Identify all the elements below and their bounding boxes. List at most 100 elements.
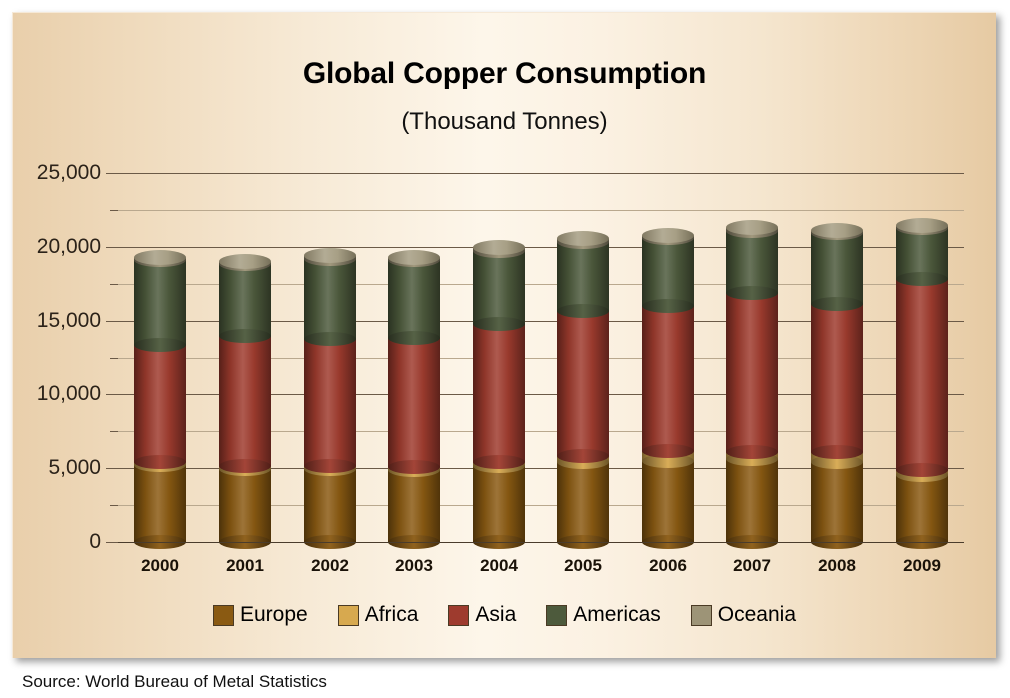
y-axis-label: 15,000 xyxy=(36,308,101,332)
bar-segment-europe[interactable] xyxy=(134,465,186,549)
bar-segment-asia[interactable] xyxy=(219,336,271,473)
legend-item-oceania[interactable]: Oceania xyxy=(690,603,796,627)
x-axis-label: 2000 xyxy=(141,556,179,575)
bar-segment-europe[interactable] xyxy=(642,460,694,549)
y-axis-tick xyxy=(106,173,118,174)
bar-group: 2000 2001 2002 2003 2004 2005 2006 2007 2008 2009 xyxy=(13,13,996,658)
bar-segment-americas[interactable] xyxy=(726,230,778,301)
gridline-minor xyxy=(118,209,964,211)
bar-segment-europe[interactable] xyxy=(896,474,948,549)
bar-segment-joint xyxy=(557,448,609,463)
y-axis-label: 20,000 xyxy=(36,234,101,258)
bar-segment-asia[interactable] xyxy=(896,278,948,477)
bar-segment-europe[interactable] xyxy=(473,466,525,549)
gridline-major xyxy=(118,173,964,174)
bar-segment-joint xyxy=(642,453,694,468)
bar-segment-joint xyxy=(134,454,186,469)
bar-top-cap xyxy=(304,248,356,264)
bar-segment-americas[interactable] xyxy=(557,241,609,319)
bar-column[interactable] xyxy=(388,249,440,549)
y-axis-label: 25,000 xyxy=(36,161,101,184)
gridline-minor xyxy=(118,283,964,285)
bar-segment-joint xyxy=(642,298,694,313)
bar-segment-americas[interactable] xyxy=(134,260,186,352)
chart-card: Global Copper Consumption (Thousand Tonn… xyxy=(12,12,996,658)
bar-column[interactable] xyxy=(896,218,948,549)
x-axis-line xyxy=(118,542,964,543)
bar-segment-americas[interactable] xyxy=(642,237,694,313)
x-axis-label: 2001 xyxy=(226,556,264,575)
bar-segment-asia[interactable] xyxy=(473,324,525,470)
x-axis-label: 2002 xyxy=(311,556,349,575)
legend-item-africa[interactable]: Africa xyxy=(337,603,419,627)
y-axis-label: 0 xyxy=(89,530,101,553)
bar-segment-asia[interactable] xyxy=(304,339,356,473)
bar-segment-americas[interactable] xyxy=(388,260,440,346)
y-axis-tick xyxy=(110,431,118,433)
bar-segment-americas[interactable] xyxy=(896,228,948,286)
bar-column[interactable] xyxy=(642,227,694,549)
bar-column[interactable] xyxy=(304,248,356,549)
chart-legend: Europe Africa Asia Americas Oceania xyxy=(13,603,996,627)
bar-top-cap xyxy=(473,240,525,256)
y-axis-tick xyxy=(110,505,118,507)
y-axis-tick xyxy=(110,209,118,211)
x-axis-label: 2003 xyxy=(395,556,433,575)
x-axis-label: 2007 xyxy=(733,556,771,575)
bar-segment-joint xyxy=(219,459,271,473)
y-axis-tick xyxy=(106,394,118,396)
bar-column[interactable] xyxy=(726,220,778,549)
bar-segment-joint xyxy=(388,459,440,474)
y-axis-tick xyxy=(110,283,118,285)
legend-item-europe[interactable]: Europe xyxy=(212,603,308,627)
bar-segment-joint xyxy=(726,286,778,301)
bar-segment-joint xyxy=(642,444,694,459)
source-note: Source: World Bureau of Metal Statistics xyxy=(22,672,327,691)
legend-swatch xyxy=(690,604,712,626)
bar-segment-asia[interactable] xyxy=(726,293,778,459)
bar-segment-americas[interactable] xyxy=(304,258,356,347)
gridline-major xyxy=(118,246,964,248)
bar-column[interactable] xyxy=(473,240,525,549)
y-axis-tick xyxy=(106,542,118,543)
bar-segment-joint xyxy=(726,444,778,459)
legend-label: Africa xyxy=(364,603,419,626)
bar-segment-asia[interactable] xyxy=(388,338,440,474)
bar-top-cap xyxy=(811,222,863,238)
bar-segment-asia[interactable] xyxy=(642,305,694,459)
x-axis-label: 2005 xyxy=(564,556,602,575)
legend-swatch xyxy=(337,604,359,626)
bar-top-cap xyxy=(557,231,609,247)
bar-segment-americas[interactable] xyxy=(811,232,863,311)
bar-segment-europe[interactable] xyxy=(304,468,356,549)
bar-segment-americas[interactable] xyxy=(473,250,525,332)
bar-segment-europe[interactable] xyxy=(557,462,609,549)
gridline-major xyxy=(118,468,964,470)
y-axis-tick xyxy=(106,320,118,322)
x-axis-label: 2009 xyxy=(903,556,941,575)
bar-segment-europe[interactable] xyxy=(388,469,440,549)
bar-segment-asia[interactable] xyxy=(811,303,863,459)
bar-column[interactable] xyxy=(134,249,186,549)
chart-title: Global Copper Consumption xyxy=(302,57,707,90)
bar-top-cap xyxy=(219,253,271,269)
bar-segment-europe[interactable] xyxy=(726,459,778,549)
x-axis-label: 2008 xyxy=(818,556,856,575)
bar-column[interactable] xyxy=(219,253,271,549)
bar-segment-asia[interactable] xyxy=(557,311,609,463)
bar-segment-americas[interactable] xyxy=(219,263,271,344)
bar-column[interactable] xyxy=(557,231,609,549)
y-axis-tick xyxy=(106,246,118,248)
bar-segment-joint xyxy=(473,455,525,470)
bar-column[interactable] xyxy=(811,222,863,549)
y-axis-label: 5,000 xyxy=(48,456,101,480)
bar-segment-joint xyxy=(896,462,948,477)
gridline-minor xyxy=(118,357,964,359)
legend-item-asia[interactable]: Asia xyxy=(448,603,516,627)
bar-segment-europe[interactable] xyxy=(811,462,863,549)
bar-segment-asia[interactable] xyxy=(134,344,186,469)
legend-item-americas[interactable]: Americas xyxy=(546,603,661,627)
bar-segment-europe[interactable] xyxy=(219,468,271,549)
legend-label: Oceania xyxy=(717,603,796,626)
legend-swatch xyxy=(448,604,470,626)
